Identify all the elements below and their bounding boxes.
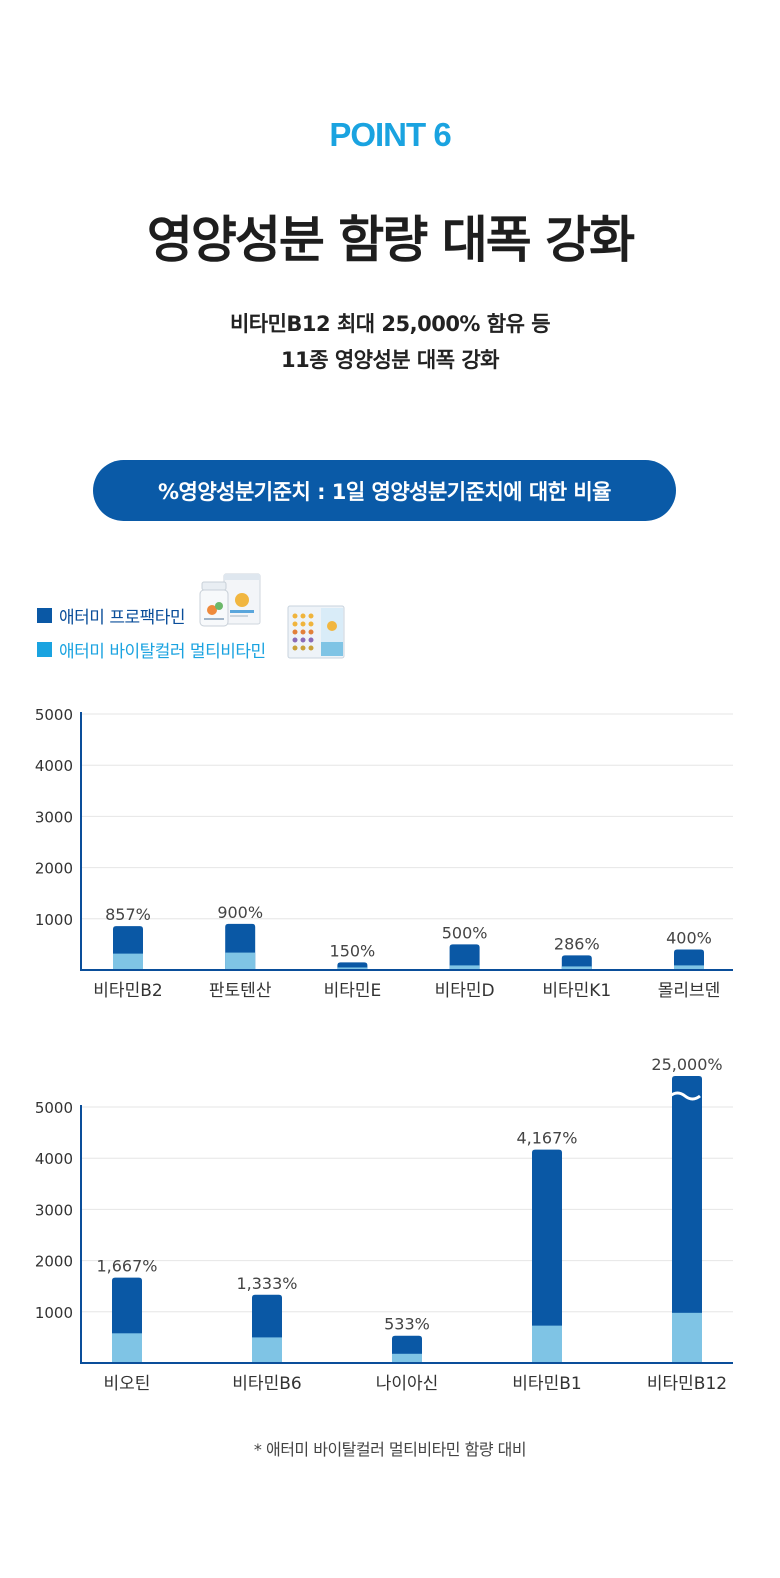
data-label: 857% (105, 905, 151, 924)
definition-pill: %영양성분기준치 : 1일 영양성분기준치에 대한 비율 (93, 460, 676, 521)
bar-series-2 (672, 1312, 702, 1363)
y-tick-label: 3000 (35, 808, 73, 826)
bar-series-2 (337, 967, 368, 970)
data-label: 25,000% (651, 1055, 722, 1074)
definition-pill-text: %영양성분기준치 : 1일 영양성분기준치에 대한 비율 (157, 479, 612, 504)
y-tick-label: 2000 (35, 860, 73, 878)
bottle-box-product-image (199, 573, 261, 627)
legend-swatch-dark-blue (37, 608, 52, 623)
data-label: 286% (554, 934, 600, 953)
y-tick-label: 1000 (35, 1304, 73, 1322)
category-label: 나이아신 (376, 1374, 439, 1394)
data-label: 533% (384, 1315, 430, 1334)
category-label: 비타민E (324, 981, 382, 1001)
bar-series-1 (561, 955, 592, 970)
blister-pack-product-image (287, 605, 345, 659)
bar-series-2 (225, 952, 256, 970)
axis-break-mark (669, 1091, 701, 1101)
bar-series-2 (561, 966, 592, 970)
y-tick-label: 1000 (35, 911, 73, 929)
bar-series-1 (672, 1076, 702, 1363)
category-label: 비타민B1 (512, 1374, 581, 1394)
y-tick-label: 3000 (35, 1201, 73, 1219)
bar-series-2 (392, 1353, 422, 1363)
y-tick-label: 2000 (35, 1253, 73, 1271)
y-tick-label: 5000 (35, 1099, 73, 1117)
data-label: 900% (217, 903, 263, 922)
footnote: * 애터미 바이탈컬러 멀티비타민 함량 대비 (253, 1440, 527, 1459)
subtitle-line-2: 11종 영양성분 대폭 강화 (280, 348, 500, 372)
y-tick-label: 5000 (35, 706, 73, 724)
category-label: 몰리브덴 (658, 981, 721, 1001)
legend-item-multivitamin: 애터미 바이탈컬러 멀티비타민 (37, 637, 266, 662)
category-label: 비타민D (435, 981, 495, 1001)
bar-series-2 (674, 965, 704, 970)
bar-series-2 (252, 1337, 282, 1363)
bar-series-2 (449, 965, 480, 970)
bar-series-2 (113, 953, 143, 970)
page-title: 영양성분 함량 대폭 강화 (146, 211, 635, 269)
data-label: 500% (442, 923, 488, 942)
bar-series-2 (532, 1325, 562, 1363)
category-label: 비타민K1 (542, 981, 611, 1001)
category-label: 비타민B12 (647, 1374, 727, 1394)
legend-label-protectamin: 애터미 프로팩타민 (59, 608, 186, 628)
subtitle-line-1: 비타민B12 최대 25,000% 함유 등 (229, 312, 551, 336)
data-label: 1,667% (96, 1257, 157, 1276)
y-tick-label: 4000 (35, 1150, 73, 1168)
nutrient-chart-1: 1000 2000 3000 4000 5000 857% 비타민B2 900% 판토텐산 150… (35, 706, 733, 1001)
bar-series-2 (112, 1333, 142, 1363)
data-label: 4,167% (516, 1129, 577, 1148)
data-label: 1,333% (236, 1274, 297, 1293)
category-label: 비타민B6 (232, 1374, 301, 1394)
category-label: 비타민B2 (93, 981, 162, 1001)
nutrient-chart-2: 1000 2000 3000 4000 5000 1,667% 비오틴 1,333% 비타민B6… (35, 1055, 733, 1394)
bar-series-1 (449, 944, 480, 970)
legend-label-multivitamin: 애터미 바이탈컬러 멀티비타민 (59, 642, 266, 662)
data-label: 150% (330, 941, 376, 960)
y-tick-label: 4000 (35, 757, 73, 775)
bar-series-1 (532, 1149, 562, 1363)
category-label: 판토텐산 (209, 981, 272, 1001)
bar-series-1 (674, 949, 704, 970)
legend-swatch-light-blue (37, 642, 52, 657)
legend-item-protectamin: 애터미 프로팩타민 (37, 603, 186, 628)
data-label: 400% (666, 929, 712, 948)
category-label: 비오틴 (104, 1374, 151, 1394)
point-label: POINT 6 (329, 116, 451, 153)
